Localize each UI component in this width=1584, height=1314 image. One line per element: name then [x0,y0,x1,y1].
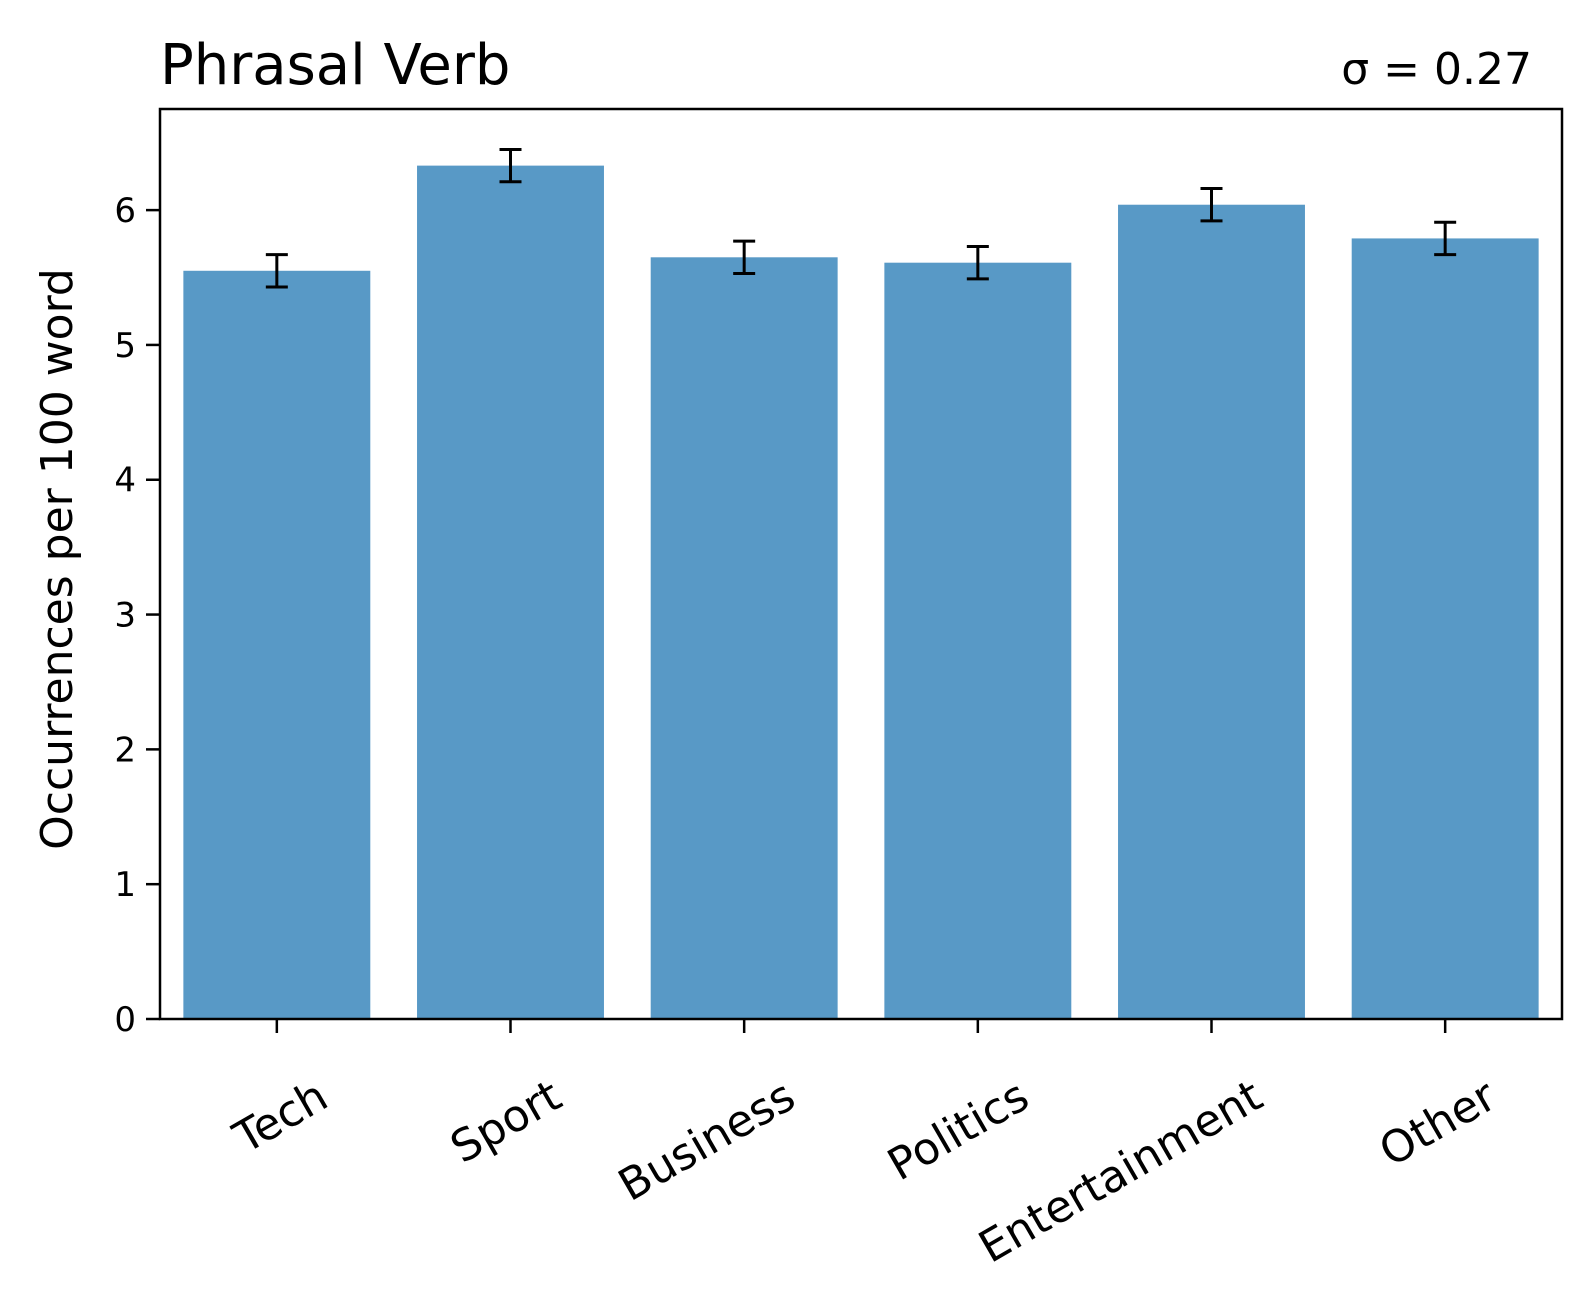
bar-other [1351,238,1539,1019]
y-tick-label: 2 [114,730,136,770]
bar-sport [417,165,604,1020]
bar-politics [884,262,1072,1019]
bar-tech [183,270,371,1019]
bar-entertainment [1118,204,1305,1020]
bar-business [650,257,838,1020]
y-tick-label: 1 [114,865,136,905]
bars-group [183,165,1539,1020]
x-tick-label-sport: Sport [442,1070,570,1173]
chart-title: Phrasal Verb [160,33,510,98]
y-axis: 0 1 2 3 4 5 6 [114,191,160,1040]
y-tick-label: 3 [114,596,136,636]
error-bar-sport [499,147,522,184]
plot-frame [158,107,1564,1021]
sigma-annotation: σ = 0.27 [1341,44,1532,95]
x-tick-label-politics: Politics [879,1070,1037,1191]
error-bar-business [733,239,756,275]
x-tick-label-business: Business [610,1070,804,1211]
y-axis-label: Occurrences per 100 word [32,268,83,850]
x-tick-label-tech: Tech [225,1070,337,1164]
error-bar-tech [265,253,288,289]
y-tick-label: 5 [114,326,136,366]
error-bars-group [265,147,1457,289]
error-bar-politics [966,245,989,281]
error-bar-entertainment [1200,187,1223,223]
y-tick-label: 6 [114,191,136,231]
y-tick-label: 4 [114,461,136,501]
error-bar-other [1434,220,1457,257]
x-tick-label-other: Other [1371,1070,1505,1177]
y-tick-label: 0 [114,1000,136,1040]
